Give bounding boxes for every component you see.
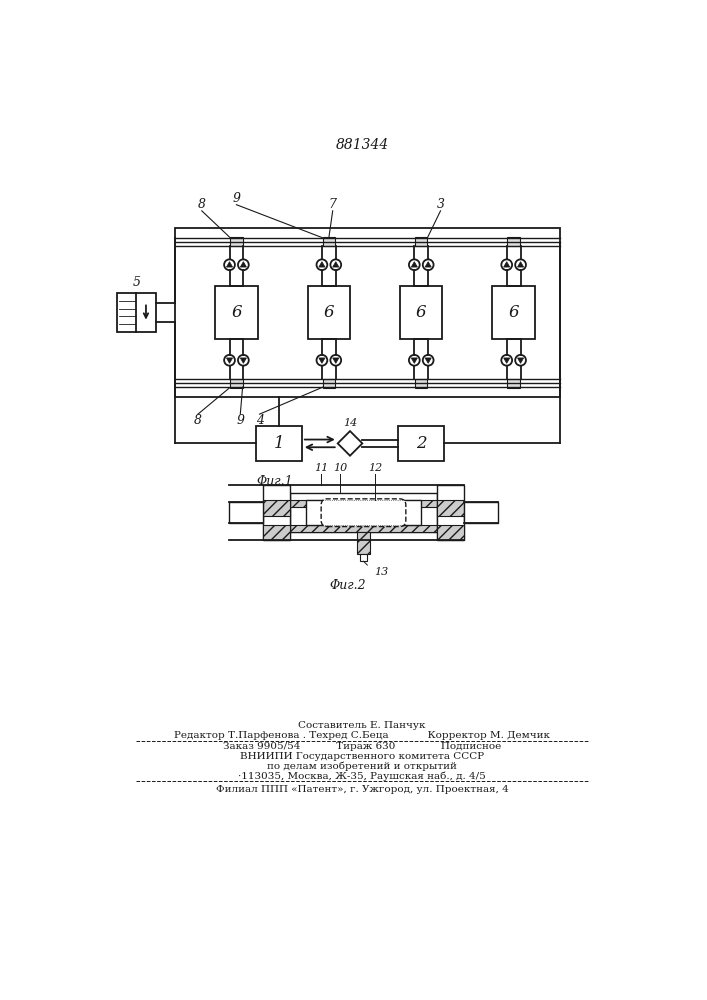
Text: Редактор Т.Парфенова . Техред С.Беца            Корректор М. Демчик: Редактор Т.Парфенова . Техред С.Беца Кор… — [174, 732, 550, 740]
Text: 4: 4 — [255, 414, 264, 427]
Polygon shape — [319, 358, 325, 363]
Text: 14: 14 — [343, 418, 357, 428]
Text: Составитель Е. Панчук: Составитель Е. Панчук — [298, 721, 426, 730]
Bar — [117, 293, 156, 332]
Bar — [264, 500, 291, 516]
Polygon shape — [411, 262, 417, 267]
Bar — [230, 237, 243, 246]
Bar — [464, 502, 498, 523]
Bar — [508, 379, 520, 388]
Text: 6: 6 — [508, 304, 519, 321]
Text: 881344: 881344 — [335, 138, 389, 152]
Bar — [508, 237, 520, 246]
Text: 13: 13 — [374, 567, 389, 577]
Bar — [493, 286, 534, 339]
Polygon shape — [425, 262, 431, 267]
Text: 10: 10 — [333, 463, 348, 473]
Text: 3: 3 — [436, 198, 445, 211]
Text: Заказ 9905/54           Тираж 630              Подписное: Заказ 9905/54 Тираж 630 Подписное — [223, 742, 501, 751]
Bar — [437, 500, 464, 516]
Text: 8: 8 — [198, 198, 206, 211]
Polygon shape — [518, 262, 524, 267]
Bar — [415, 237, 428, 246]
Text: ВНИИПИ Государственного комитета СССР: ВНИИПИ Государственного комитета СССР — [240, 752, 484, 761]
Text: 2: 2 — [416, 435, 426, 452]
Text: 6: 6 — [324, 304, 334, 321]
Text: Φиг.1: Φиг.1 — [257, 475, 293, 488]
Polygon shape — [226, 358, 233, 363]
Text: 8: 8 — [194, 414, 202, 427]
Bar — [175, 228, 560, 397]
Polygon shape — [333, 262, 339, 267]
Text: 9: 9 — [233, 192, 240, 205]
Polygon shape — [240, 358, 247, 363]
Text: 9: 9 — [236, 414, 245, 427]
Bar — [415, 379, 428, 388]
Text: 7: 7 — [329, 198, 337, 211]
Text: Филиал ППП «Патент», г. Ужгород, ул. Проектная, 4: Филиал ППП «Патент», г. Ужгород, ул. Про… — [216, 785, 508, 794]
Text: Φиг.2: Φиг.2 — [329, 579, 366, 592]
Text: ·113035, Москва, Ж-35, Раушская наб., д. 4/5: ·113035, Москва, Ж-35, Раушская наб., д.… — [238, 771, 486, 781]
Text: 6: 6 — [416, 304, 426, 321]
Bar — [291, 493, 437, 532]
Polygon shape — [411, 358, 417, 363]
Bar — [400, 286, 443, 339]
Polygon shape — [240, 262, 247, 267]
Bar — [256, 426, 302, 461]
Polygon shape — [226, 262, 233, 267]
Bar — [360, 554, 368, 561]
Polygon shape — [319, 262, 325, 267]
Polygon shape — [518, 358, 524, 363]
Bar — [356, 532, 370, 554]
Polygon shape — [333, 358, 339, 363]
Polygon shape — [503, 358, 510, 363]
Bar — [291, 500, 437, 507]
Polygon shape — [503, 262, 510, 267]
Bar — [291, 525, 437, 532]
Bar — [398, 426, 444, 461]
Polygon shape — [338, 431, 362, 456]
Bar — [264, 485, 291, 540]
Text: по делам изобретений и открытий: по делам изобретений и открытий — [267, 761, 457, 771]
Bar — [322, 379, 335, 388]
Bar — [437, 485, 464, 540]
Bar — [308, 286, 350, 339]
Text: 12: 12 — [368, 463, 382, 473]
Bar — [291, 500, 437, 507]
Bar — [215, 286, 257, 339]
Text: 1: 1 — [274, 435, 284, 452]
Bar — [322, 237, 335, 246]
Text: 11: 11 — [314, 463, 328, 473]
FancyBboxPatch shape — [321, 499, 406, 527]
Bar — [437, 525, 464, 540]
Bar — [230, 379, 243, 388]
Bar — [305, 500, 421, 525]
Bar — [264, 525, 291, 540]
Bar — [229, 502, 264, 523]
Text: 6: 6 — [231, 304, 242, 321]
Text: 5: 5 — [132, 276, 141, 289]
Polygon shape — [425, 358, 431, 363]
